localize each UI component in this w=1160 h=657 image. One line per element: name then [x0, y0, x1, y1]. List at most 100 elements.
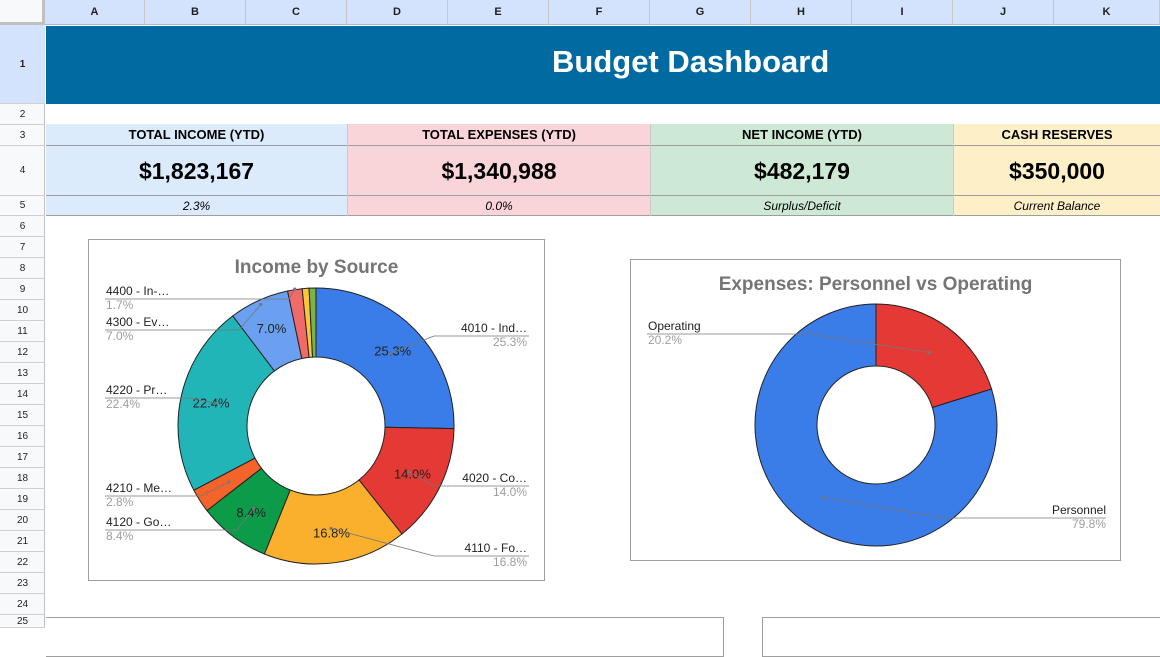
slice-name-label: Personnel — [1052, 503, 1106, 517]
slice-pct-label: 1.7% — [106, 298, 134, 312]
row-header-bar — [0, 25, 45, 628]
kpi-net-income[interactable]: NET INCOME (YTD) $482,179 Surplus/Deficit — [651, 124, 954, 216]
column-header-h[interactable]: H — [751, 0, 852, 25]
row-header-6[interactable]: 6 — [0, 216, 45, 237]
slice-Operating[interactable] — [875, 303, 993, 409]
kpi-cash-reserves[interactable]: CASH RESERVES $350,000 Current Balance — [954, 124, 1160, 216]
row-header-8[interactable]: 8 — [0, 258, 45, 279]
kpi-total-income[interactable]: TOTAL INCOME (YTD) $1,823,167 2.3% — [46, 124, 348, 216]
column-header-j[interactable]: J — [953, 0, 1054, 25]
column-header-i[interactable]: I — [852, 0, 953, 25]
slice-pct-label: 25.3% — [374, 344, 411, 359]
row-header-23[interactable]: 23 — [0, 573, 45, 594]
leader-dot — [821, 495, 825, 500]
lower-right-chart[interactable] — [762, 617, 1160, 657]
kpi-value: $350,000 — [954, 146, 1160, 196]
slice-pct-label: 25.3% — [493, 335, 527, 349]
leader-line — [822, 497, 944, 519]
row-header-4[interactable]: 4 — [0, 146, 45, 196]
slice-pct-label: 8.4% — [106, 529, 134, 543]
row-header-22[interactable]: 22 — [0, 552, 45, 573]
slice-pct-label: 22.4% — [106, 397, 140, 411]
leader-line — [408, 471, 435, 487]
row-header-5[interactable]: 5 — [0, 196, 45, 216]
row-header-24[interactable]: 24 — [0, 594, 45, 615]
slice-name-label: 4220 - Pr… — [106, 383, 167, 397]
row-header-2[interactable]: 2 — [0, 104, 45, 125]
slice-pct-label: 16.8% — [313, 525, 350, 540]
income-donut-svg: 25.3%14.0%16.8%8.4%22.4%7.0% 4010 - Ind…2… — [105, 284, 529, 569]
slice-pct-label: 7.0% — [106, 329, 134, 343]
slice-name-label: 4020 - Co… — [462, 471, 527, 485]
row-header-18[interactable]: 18 — [0, 468, 45, 489]
slice-pct-label: 8.4% — [236, 505, 266, 520]
row-header-14[interactable]: 14 — [0, 384, 45, 405]
kpi-label: TOTAL INCOME (YTD) — [46, 124, 347, 146]
row-header-11[interactable]: 11 — [0, 321, 45, 342]
leader-line — [330, 528, 435, 557]
row-header-1[interactable]: 1 — [0, 25, 45, 104]
slice-4010[interactable] — [315, 287, 455, 430]
slice-Personnel[interactable] — [754, 303, 998, 547]
select-all-corner[interactable] — [0, 0, 45, 25]
slice-name-label: 4400 - In-… — [106, 284, 169, 298]
slice-name-label: 4210 - Me… — [106, 481, 172, 495]
leader-line — [188, 397, 216, 404]
slice-name-label: 4110 - Fo… — [465, 541, 527, 555]
slice-name-label: 4120 - Go… — [106, 515, 171, 529]
leader-line — [238, 304, 261, 331]
row-header-7[interactable]: 7 — [0, 237, 45, 258]
column-header-g[interactable]: G — [650, 0, 751, 25]
row-header-25[interactable]: 25 — [0, 615, 45, 628]
leader-line — [200, 481, 230, 497]
slice-pct-label: 20.2% — [648, 333, 682, 347]
row-header-3[interactable]: 3 — [0, 125, 45, 146]
slice-name-label: Operating — [648, 319, 701, 333]
lower-left-chart[interactable] — [46, 617, 724, 657]
row-header-12[interactable]: 12 — [0, 342, 45, 363]
row-header-20[interactable]: 20 — [0, 510, 45, 531]
slice-pct-label: 7.0% — [257, 321, 287, 336]
kpi-value: $1,823,167 — [46, 146, 347, 196]
slice-name-label: 4010 - Ind… — [461, 321, 527, 335]
leader-line — [236, 508, 254, 531]
kpi-subtext: 2.3% — [46, 196, 347, 216]
row-header-9[interactable]: 9 — [0, 279, 45, 300]
column-header-c[interactable]: C — [246, 0, 347, 25]
row-header-13[interactable]: 13 — [0, 363, 45, 384]
kpi-value: $1,340,988 — [348, 146, 650, 196]
slice-pct-label: 16.8% — [493, 555, 527, 569]
column-header-a[interactable]: A — [45, 0, 145, 25]
slice-4220[interactable] — [177, 315, 276, 491]
kpi-label: TOTAL EXPENSES (YTD) — [348, 124, 650, 146]
row-header-21[interactable]: 21 — [0, 531, 45, 552]
kpi-subtext: 0.0% — [348, 196, 650, 216]
column-header-e[interactable]: E — [448, 0, 549, 25]
leader-line — [288, 288, 296, 300]
slice-minor-9[interactable] — [308, 287, 317, 358]
slice-name-label: 4300 - Ev… — [106, 315, 169, 329]
column-header-d[interactable]: D — [347, 0, 448, 25]
title-banner[interactable] — [46, 26, 1160, 104]
chart-title: Income by Source — [234, 257, 399, 278]
slice-pct-label: 2.8% — [106, 495, 134, 509]
kpi-label: NET INCOME (YTD) — [651, 124, 953, 146]
income-by-source-chart[interactable]: Income by Source 25.3% 14.0% 16.8% 8.4% 22.4… — [88, 239, 545, 581]
kpi-total-expenses[interactable]: TOTAL EXPENSES (YTD) $1,340,988 0.0% — [348, 124, 651, 216]
slice-pct-label: 14.0% — [493, 485, 527, 499]
kpi-subtext: Surplus/Deficit — [651, 196, 953, 216]
row-header-19[interactable]: 19 — [0, 489, 45, 510]
kpi-label: CASH RESERVES — [954, 124, 1160, 146]
row-header-10[interactable]: 10 — [0, 300, 45, 321]
column-header-b[interactable]: B — [145, 0, 246, 25]
row-header-17[interactable]: 17 — [0, 447, 45, 468]
row-header-15[interactable]: 15 — [0, 405, 45, 426]
leader-line — [808, 333, 930, 353]
expenses-chart[interactable]: Expenses: Personnel vs Operating Operati… — [630, 259, 1121, 561]
column-header-f[interactable]: F — [549, 0, 650, 25]
slice-pct-label: 79.8% — [1072, 517, 1106, 531]
column-header-k[interactable]: K — [1054, 0, 1160, 25]
chart-title: Expenses: Personnel vs Operating — [718, 274, 1033, 295]
row-header-16[interactable]: 16 — [0, 426, 45, 447]
